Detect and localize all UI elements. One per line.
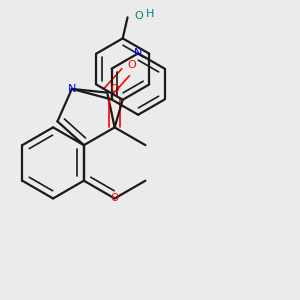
Text: N: N — [134, 48, 142, 59]
Text: N: N — [68, 84, 76, 94]
Text: O: O — [135, 11, 143, 21]
Text: H: H — [146, 9, 155, 19]
Text: O: O — [110, 84, 119, 94]
Text: O: O — [110, 194, 119, 203]
Text: O: O — [127, 61, 136, 70]
